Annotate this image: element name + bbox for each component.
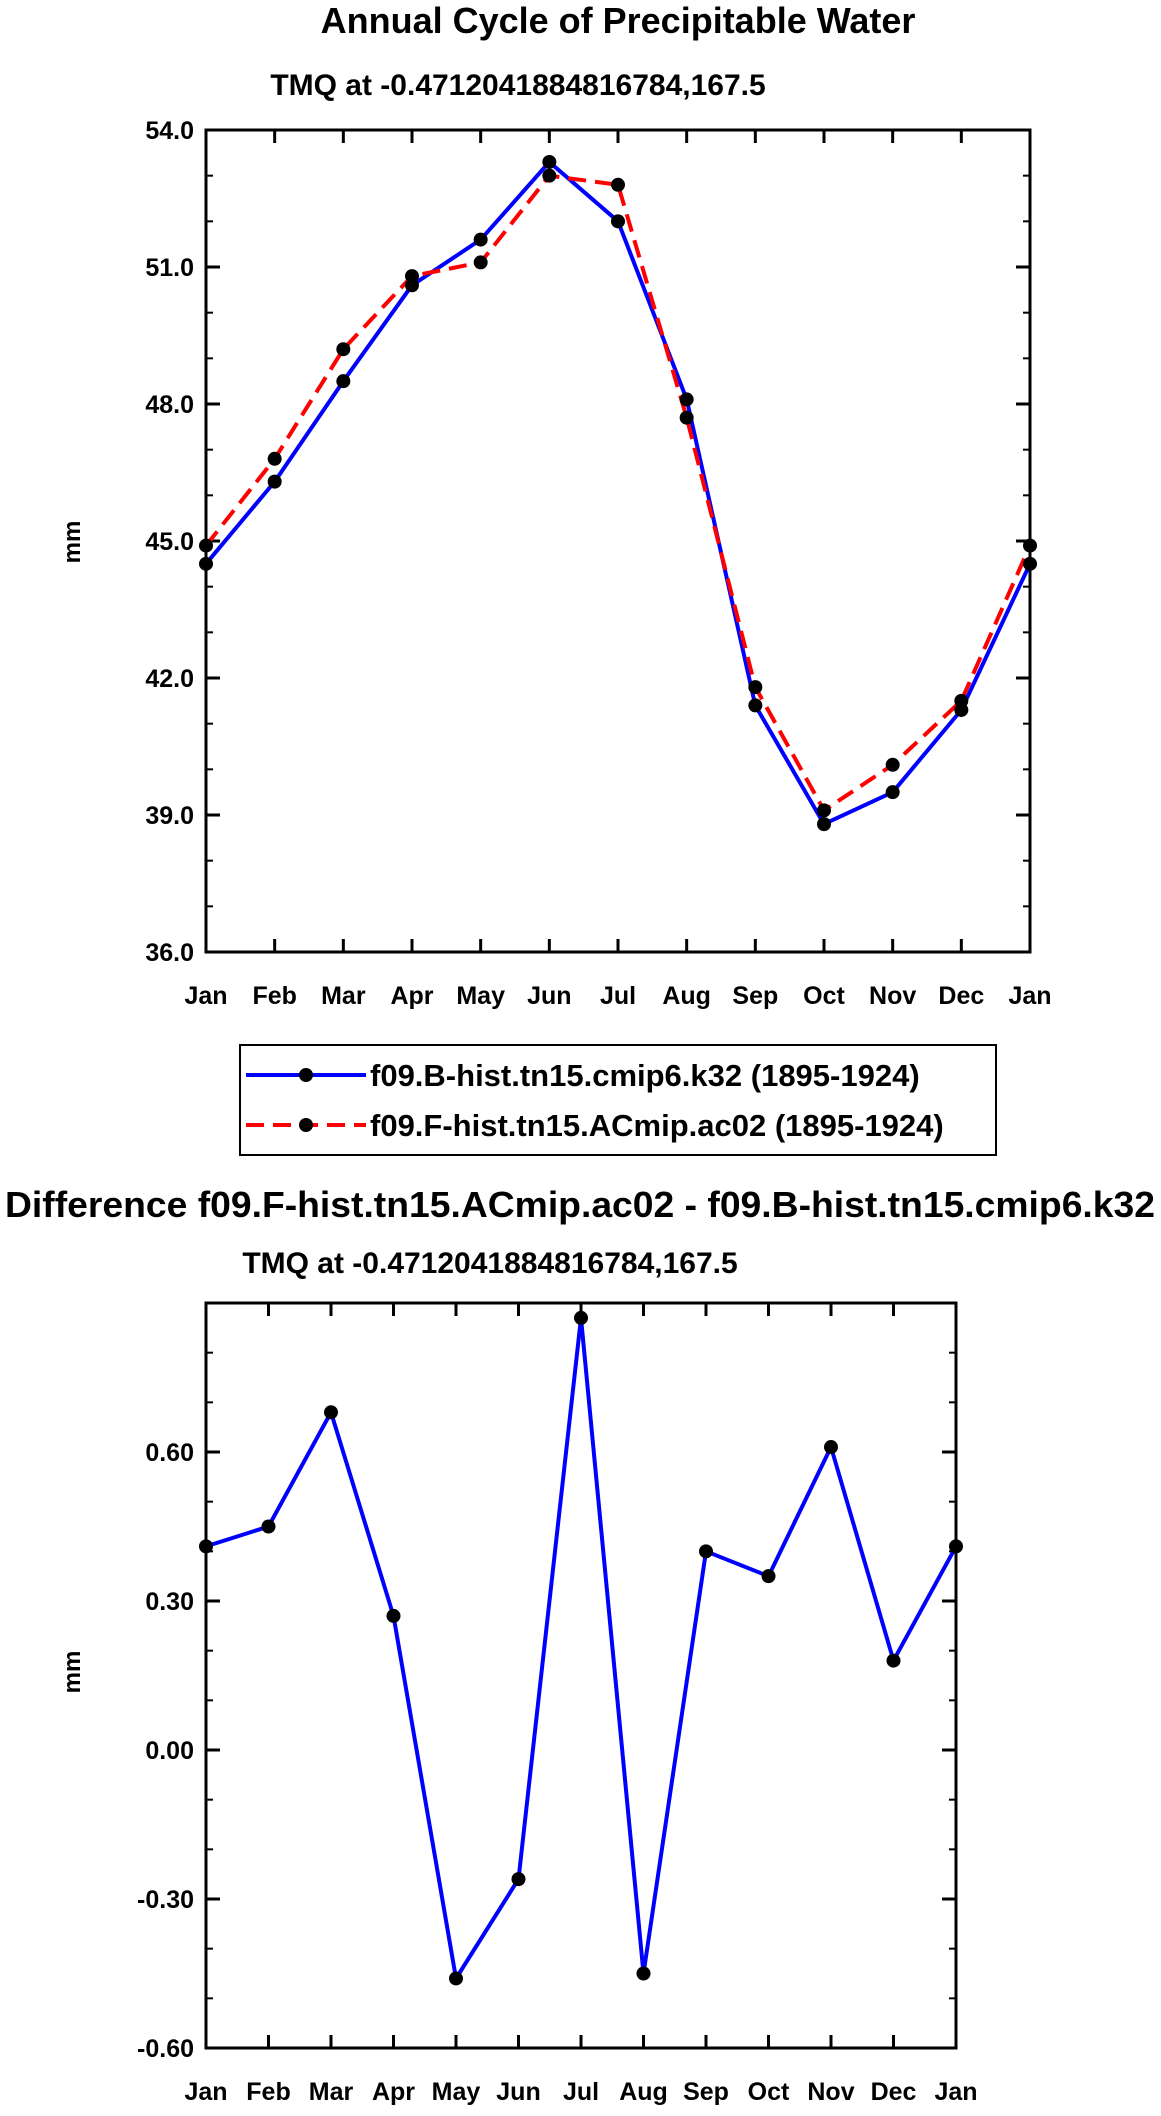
chart1-series-2-point — [267, 451, 282, 466]
chart2-xtick-label: May — [432, 2078, 481, 2106]
legend-label-series-2: f09.F-hist.tn15.ACmip.ac02 (1895-1924) — [370, 1108, 944, 1143]
chart1-xtick-label: Oct — [803, 982, 845, 1010]
chart1-series-1-point — [817, 817, 831, 832]
chart2-ytick-label: 0.30 — [145, 1588, 194, 1616]
chart1-series-1-point — [679, 392, 694, 407]
chart1-series-2-point — [748, 680, 763, 695]
chart1-series-2-point — [679, 410, 694, 425]
chart2-plot: Jan Feb Mar Apr May Jun Jul Aug Sep Oct Nov Dec Jan -… — [137, 1301, 978, 2106]
legend-swatch-red-marker — [299, 1118, 313, 1132]
chart2-series-1-point — [761, 1569, 776, 1584]
chart2-xtick-label: Oct — [748, 2078, 790, 2106]
chart1-ytick-label: 36.0 — [145, 939, 194, 967]
chart1-series-2-point — [885, 757, 900, 772]
chart2-xtick-label: Dec — [871, 2078, 917, 2106]
chart2-axes: Jan Feb Mar Apr May Jun Jul Aug Sep Oct Nov Dec Jan -… — [137, 1302, 978, 2106]
chart2-xtick-label: Jun — [496, 2078, 540, 2106]
chart1-xtick-label: Aug — [662, 982, 711, 1010]
chart2-ytick-label: 0.00 — [145, 1737, 194, 1765]
chart1-xtick-label: Jan — [1008, 982, 1051, 1010]
chart1-xtick-label: Jun — [527, 982, 571, 1010]
chart2-xtick-label: Jan — [184, 2078, 227, 2106]
chart2-ylabel: mm — [59, 1651, 86, 1694]
chart1-ytick-label: 48.0 — [145, 391, 194, 419]
chart1-series-2-point — [473, 255, 488, 270]
chart2-frame — [204, 1301, 958, 2050]
chart1-ytick-label: 51.0 — [145, 254, 194, 282]
chart1-xtick-label: Mar — [321, 982, 366, 1010]
chart1-series-1-point — [542, 154, 557, 169]
chart2-series-1-point — [324, 1405, 338, 1420]
chart1-ylabel: mm — [59, 521, 86, 564]
chart1-series-2-point — [405, 269, 419, 284]
chart2-ytick-label: 0.60 — [145, 1439, 194, 1467]
chart2-ytick-label: -0.30 — [137, 1886, 194, 1914]
chart1-xtick-label: May — [456, 982, 505, 1010]
chart1-series-1-point — [473, 232, 488, 247]
chart1-ytick-label: 45.0 — [145, 528, 194, 556]
chart1-frame — [204, 128, 1032, 954]
chart2-series-1-point — [511, 1872, 526, 1887]
chart2-xtick-label: Aug — [619, 2078, 668, 2106]
chart1-series-line-2 — [204, 173, 1032, 813]
chart2-series-1-point — [386, 1608, 401, 1623]
chart1-xtick-label: Apr — [390, 982, 433, 1010]
legend-label-series-1: f09.B-hist.tn15.cmip6.k32 (1895-1924) — [370, 1058, 920, 1093]
chart1-ytick-label: 39.0 — [145, 802, 194, 830]
chart2-subtitle: TMQ at -0.4712041884816784,167.5 — [242, 1247, 737, 1280]
chart2-xtick-label: Mar — [309, 2078, 354, 2106]
chart2-series-group — [199, 1310, 963, 1986]
chart1-series-2-point — [542, 168, 557, 183]
chart1-xtick-label: Jan — [184, 982, 227, 1010]
chart2-series-1-point — [636, 1966, 651, 1981]
legend-box — [239, 1044, 997, 1156]
chart1-series-2-point — [336, 342, 351, 357]
chart1-series-group — [199, 154, 1037, 832]
chart1-xtick-label: Nov — [869, 982, 916, 1010]
chart2-xtick-label: Apr — [372, 2078, 415, 2106]
chart2-series-1-point — [824, 1440, 838, 1455]
chart1-series-1-point — [611, 214, 625, 229]
chart1-subtitle: TMQ at -0.4712041884816784,167.5 — [270, 69, 765, 102]
chart2-xtick-label: Jan — [934, 2078, 977, 2106]
chart2-series-1-point — [699, 1544, 713, 1559]
chart2-ytick-label: -0.60 — [137, 2035, 194, 2063]
chart1-series-1-point — [885, 785, 900, 800]
chart1-xtick-label: Dec — [938, 982, 984, 1010]
chart2-series-1-point — [449, 1971, 463, 1986]
chart2-xtick-label: Nov — [807, 2078, 854, 2106]
chart1-axes: Jan Feb Mar Apr May Jun Jul Aug Sep Oct Nov Dec Jan 3… — [145, 117, 1051, 1010]
chart1-series-2-point — [611, 177, 625, 192]
chart2-title: Difference f09.F-hist.tn15.ACmip.ac02 - … — [5, 1184, 1155, 1225]
chart1-series-1-point — [748, 698, 763, 713]
chart2-series-1-point — [261, 1519, 276, 1534]
chart1-plot: Jan Feb Mar Apr May Jun Jul Aug Sep Oct Nov Dec Jan 3… — [145, 117, 1051, 1010]
chart2-series-1-point — [574, 1310, 588, 1325]
chart1-series-line-1 — [204, 160, 1032, 827]
chart1-series-2-point — [954, 693, 969, 708]
chart1-title: Annual Cycle of Precipitable Water — [321, 0, 916, 41]
chart1-series-1-point — [336, 374, 351, 389]
chart1-series-1-point — [267, 474, 282, 489]
chart2-xtick-label: Feb — [246, 2078, 290, 2106]
chart2-xtick-label: Sep — [683, 2078, 729, 2106]
chart1-ytick-label: 42.0 — [145, 665, 194, 693]
chart1-xtick-label: Sep — [732, 982, 778, 1010]
chart2-series-line-1 — [205, 1315, 958, 1981]
chart1-xtick-label: Feb — [252, 982, 296, 1010]
chart1-legend: f09.B-hist.tn15.cmip6.k32 (1895-1924) f0… — [239, 1044, 997, 1156]
chart1-series-2-point — [817, 803, 831, 818]
chart2-xtick-label: Jul — [563, 2078, 599, 2106]
chart1-xtick-label: Jul — [600, 982, 636, 1010]
chart1-ytick-label: 54.0 — [145, 117, 194, 145]
legend-swatch-blue-marker — [299, 1068, 313, 1082]
chart2-series-1-point — [886, 1653, 901, 1668]
